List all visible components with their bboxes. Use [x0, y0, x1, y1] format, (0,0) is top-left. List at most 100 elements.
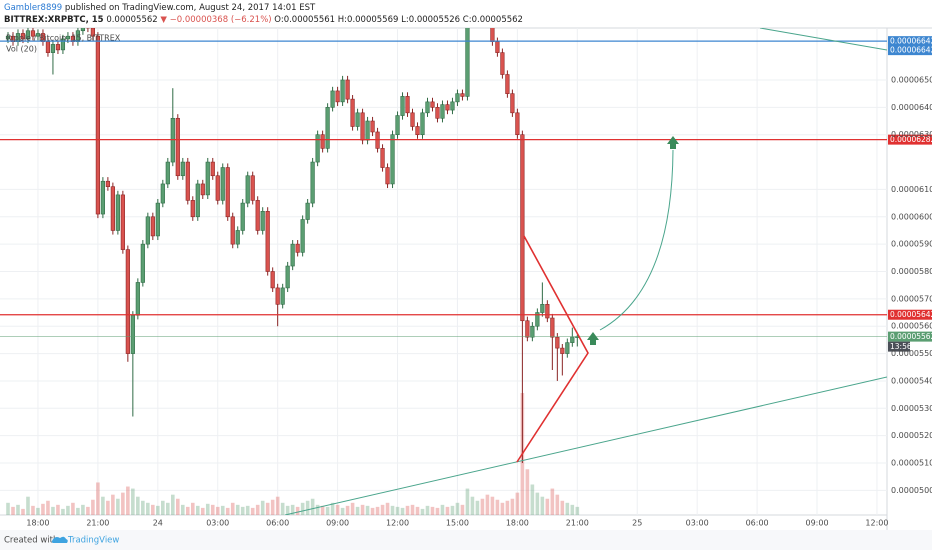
candle-body: [175, 117, 180, 177]
volume-bar: [340, 507, 345, 515]
volume-bar: [141, 500, 145, 515]
volume-bar: [435, 507, 440, 515]
volume-bar: [295, 506, 300, 515]
volume-bar: [420, 508, 425, 515]
candle-body: [460, 93, 465, 97]
y-tick-label: 0.00006500: [891, 75, 932, 84]
volume-bar: [285, 505, 290, 515]
last-price: 0.00005562: [106, 15, 157, 25]
x-tick-label: 21:00: [86, 519, 109, 528]
volume-bar: [185, 506, 190, 515]
level-label: 0.00006642: [890, 37, 932, 46]
candle-body: [165, 161, 170, 185]
trend-line: [759, 28, 887, 51]
candle-body: [45, 41, 51, 53]
volume-bar: [390, 505, 395, 515]
candle-body: [345, 79, 350, 100]
volume-bar: [370, 507, 375, 515]
volume-bar: [430, 506, 435, 515]
candle-body: [495, 41, 500, 53]
volume-bar: [360, 504, 365, 515]
volume-bar: [210, 504, 215, 515]
candle-body: [190, 200, 195, 218]
x-tick-label: 18:00: [506, 519, 529, 528]
volume-bar: [555, 494, 560, 515]
volume-bar: [136, 496, 140, 515]
volume-bar: [405, 505, 410, 515]
candle-body: [85, 28, 91, 29]
footer-brand[interactable]: TradingView: [67, 536, 119, 546]
candle-body: [65, 35, 71, 40]
volume-bar: [335, 504, 340, 515]
candle-body: [365, 120, 370, 141]
candle-body: [155, 202, 160, 237]
volume-bar: [81, 504, 85, 515]
change: ▼ −0.00000368 (−6.21%): [160, 15, 271, 25]
level-label: 0.00006282: [890, 135, 932, 144]
volume-bar: [475, 500, 480, 515]
triangle: [516, 235, 589, 463]
volume-bar: [96, 482, 100, 515]
candle-body: [235, 230, 240, 245]
x-tick-label: 25: [632, 519, 642, 528]
volume-bar: [455, 502, 460, 515]
author[interactable]: Gambler8899: [4, 3, 62, 13]
volume-bar: [161, 500, 165, 515]
volume-bar: [495, 499, 500, 515]
candle-body: [335, 90, 340, 103]
volume-bar: [71, 502, 75, 515]
header-line: Gambler8899 published on TradingView.com…: [4, 3, 316, 13]
projection-curve: [599, 149, 674, 331]
volume-bar: [365, 505, 370, 515]
volume-bar: [106, 500, 110, 515]
candle-body: [145, 216, 150, 245]
volume-bar: [121, 492, 125, 515]
candle-body: [50, 44, 56, 53]
candle-body: [185, 161, 190, 201]
candle-body: [390, 134, 395, 185]
volume-bar: [485, 494, 490, 515]
x-tick-label: 12:00: [386, 519, 409, 528]
volume-bar: [500, 502, 505, 515]
candle-body: [425, 101, 430, 114]
volume-bar: [31, 505, 35, 515]
candle-body: [400, 96, 405, 116]
candle-body: [320, 134, 325, 149]
candle-body: [55, 44, 61, 51]
volume-bar: [560, 500, 565, 515]
candle-body: [130, 314, 135, 354]
countdown-bg: [888, 341, 910, 352]
candle-body: [260, 211, 265, 231]
volume-bar: [190, 502, 195, 515]
volume-bar: [445, 506, 450, 515]
volume-bar: [505, 500, 510, 515]
candle-body: [160, 183, 165, 204]
candle-body: [355, 112, 360, 127]
candle-body: [295, 243, 300, 253]
candle-body: [305, 202, 310, 220]
candle-body: [340, 79, 345, 103]
candle-body: [555, 336, 560, 349]
candle-body: [180, 161, 185, 177]
arrow-up: [587, 332, 599, 345]
arrow-up: [667, 136, 679, 149]
candle-body: [540, 304, 545, 313]
volume-bar: [325, 506, 330, 515]
candle-body: [405, 96, 410, 114]
candle-body: [465, 28, 470, 97]
volume-bar: [330, 502, 335, 515]
candle-body: [550, 317, 555, 338]
volume-bar: [56, 504, 60, 515]
candle-body: [300, 219, 305, 253]
candle-body: [30, 30, 36, 37]
candle-body: [20, 33, 26, 40]
drawings: [284, 28, 887, 515]
volume-bar: [450, 505, 455, 515]
trend-line: [284, 376, 887, 515]
volume-bar: [425, 505, 430, 515]
volume-bar: [415, 506, 420, 515]
